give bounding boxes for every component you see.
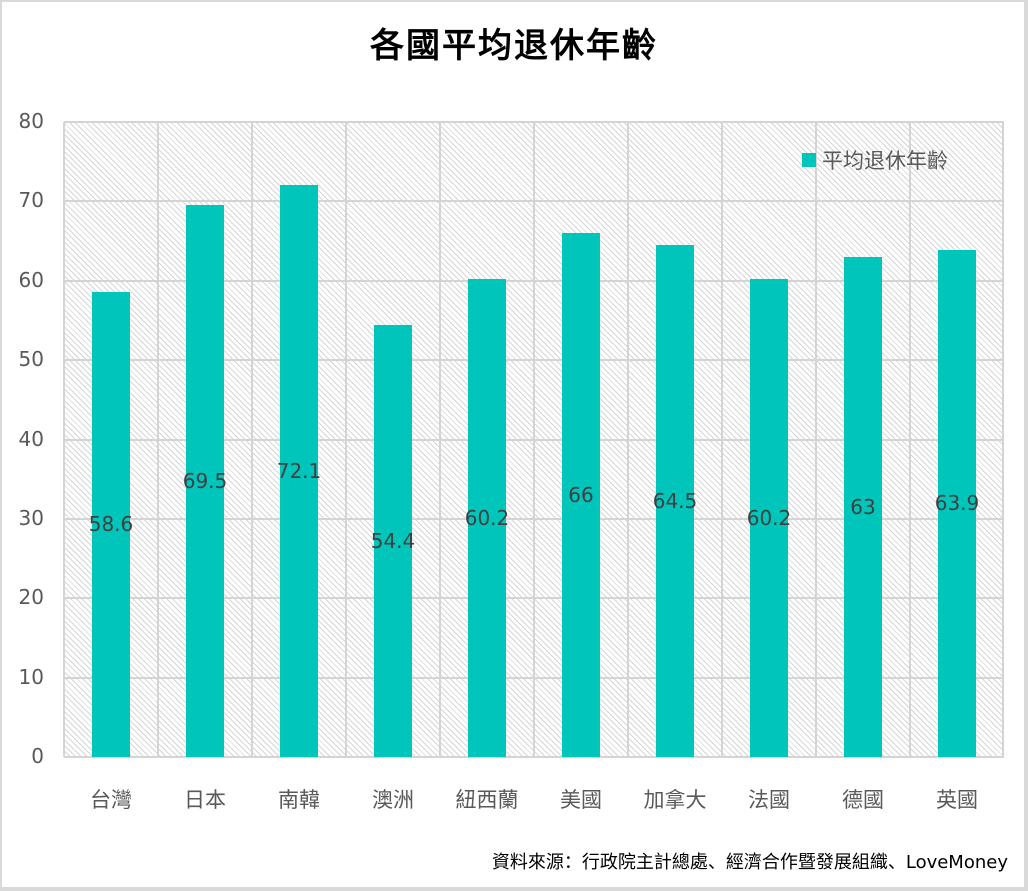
gridline-v — [345, 122, 347, 757]
data-label: 63.9 — [934, 491, 980, 516]
data-label: 58.6 — [88, 512, 134, 537]
gridline-v — [1002, 122, 1004, 757]
y-tick-label: 50 — [18, 347, 44, 372]
gridline-v — [439, 122, 441, 757]
bar — [750, 279, 788, 757]
y-tick-label: 30 — [18, 505, 44, 530]
legend-swatch-icon — [802, 153, 816, 167]
chart-title: 各國平均退休年齡 — [370, 26, 658, 66]
bar — [374, 325, 412, 757]
bar — [656, 245, 694, 757]
x-tick-label: 德國 — [842, 788, 884, 812]
data-label: 72.1 — [276, 458, 322, 483]
data-label: 60.2 — [746, 506, 792, 531]
x-tick-label: 英國 — [936, 788, 978, 812]
gridline-v — [815, 122, 817, 757]
gridline-v — [721, 122, 723, 757]
bar — [186, 205, 224, 757]
legend: 平均退休年齡 — [802, 145, 948, 175]
bar — [938, 249, 976, 757]
y-tick-label: 20 — [18, 585, 44, 610]
x-tick-label: 南韓 — [278, 788, 320, 812]
data-label: 64.5 — [652, 489, 698, 514]
data-label: 66 — [568, 483, 594, 508]
bar — [468, 279, 506, 757]
x-tick-label: 日本 — [184, 788, 226, 812]
bar — [280, 184, 318, 757]
legend-label: 平均退休年齡 — [822, 149, 948, 173]
gridline-v — [157, 122, 159, 757]
gridline-v — [63, 122, 65, 757]
data-label: 54.4 — [370, 529, 416, 554]
bar — [844, 256, 882, 757]
x-tick-label: 紐西蘭 — [455, 788, 519, 812]
y-tick-label: 80 — [18, 109, 44, 133]
y-tick-label: 0 — [31, 744, 44, 768]
bar — [562, 233, 600, 757]
data-label: 60.2 — [464, 506, 510, 531]
gridline-h — [64, 756, 1004, 758]
y-tick-label: 10 — [18, 664, 44, 689]
gridline-v — [251, 122, 253, 757]
x-tick-label: 法國 — [748, 788, 790, 812]
x-tick-label: 加拿大 — [643, 788, 707, 812]
x-tick-label: 澳洲 — [372, 788, 414, 812]
data-label: 69.5 — [182, 469, 228, 494]
gridline-v — [627, 122, 629, 757]
gridline-v — [533, 122, 535, 757]
y-tick-label: 40 — [18, 426, 44, 451]
plot-area — [63, 121, 1004, 758]
y-tick-label: 60 — [18, 267, 44, 292]
y-tick-label: 70 — [18, 188, 44, 213]
gridline-v — [909, 122, 911, 757]
x-tick-label: 台灣 — [90, 788, 132, 812]
source-note: 資料來源：行政院主計總處、經濟合作暨發展組織、LoveMoney — [491, 852, 1008, 873]
data-label: 63 — [850, 494, 876, 519]
x-tick-label: 美國 — [560, 788, 602, 812]
bar — [92, 291, 130, 757]
